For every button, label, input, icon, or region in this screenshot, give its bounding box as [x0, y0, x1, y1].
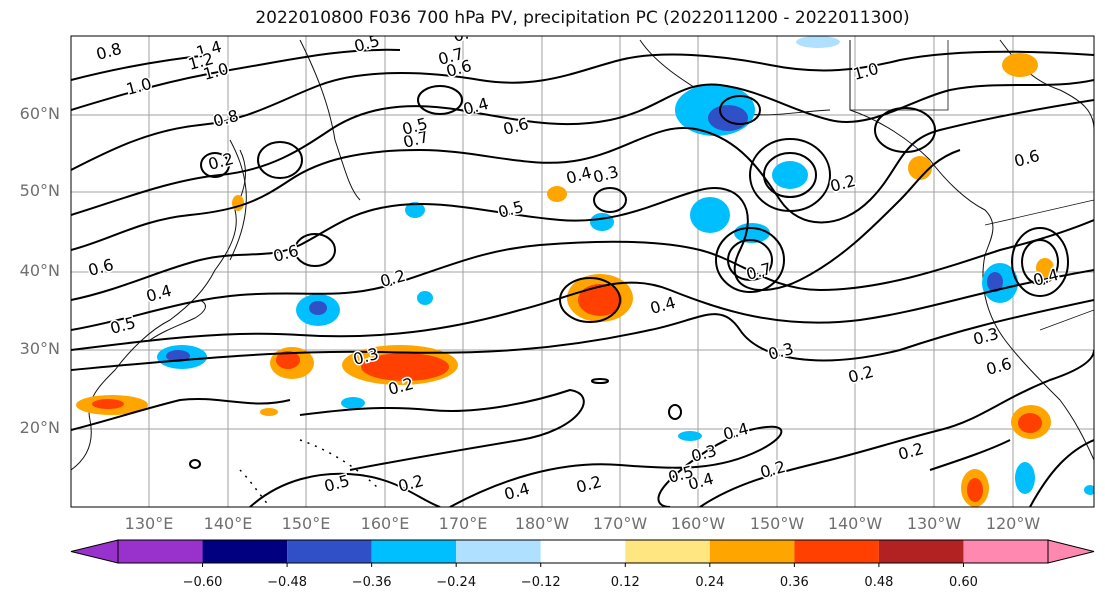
colorbar-swatch	[118, 540, 203, 563]
contour-label: 0.6	[1012, 146, 1042, 171]
contour-label: 0.6	[86, 255, 116, 280]
colorbar-tick-label: −0.60	[182, 575, 223, 590]
lon-label: 130°W	[906, 514, 962, 533]
contour-label: 0.6	[984, 354, 1014, 379]
map-content: 0.8 1.41.21.01.00.80.40.50.70.60.40.60.70…	[71, 21, 1094, 507]
lon-label: 130°E	[124, 514, 174, 533]
contour-label: 0.5	[352, 31, 382, 56]
contour-label: 1.0	[851, 59, 881, 84]
map-title: 2022010800 F036 700 hPa PV, precipitatio…	[255, 8, 910, 28]
colorbar-tick-label: 0.60	[948, 575, 978, 590]
colorbar-tick-label: −0.36	[351, 575, 392, 590]
lat-label: 20°N	[19, 418, 60, 437]
pv-contours	[71, 48, 1094, 507]
contour-labels: 0.8 1.41.21.01.00.80.40.50.70.60.40.60.70…	[85, 21, 1063, 505]
lon-label: 160°E	[360, 514, 410, 533]
colorbar-swatch	[878, 540, 964, 563]
lon-label: 160°W	[670, 514, 726, 533]
gridlines	[71, 36, 1094, 507]
colorbar-extend-max	[1047, 539, 1095, 564]
lon-label: 140°E	[203, 514, 253, 533]
political-borders	[850, 40, 1094, 331]
contour-label: 0.4	[451, 21, 481, 46]
contour-label: 0.4	[564, 163, 594, 188]
colorbar-extend-min	[70, 539, 119, 564]
lon-label: 180°W	[514, 514, 570, 533]
contour-label: 0.8	[211, 106, 241, 131]
colorbar	[70, 539, 1095, 567]
colorbar-swatch	[625, 540, 710, 563]
colorbar-swatch	[709, 540, 795, 563]
lat-label: 60°N	[19, 104, 60, 123]
lat-label: 30°N	[19, 339, 60, 358]
colorbar-swatch	[287, 540, 372, 563]
contour-label: 0.3	[766, 339, 796, 364]
contour-label: 0.2	[378, 266, 408, 291]
colorbar-tick-label: 0.12	[610, 575, 640, 590]
contour-label: 0.4	[648, 293, 678, 318]
lon-label: 150°W	[749, 514, 805, 533]
map-frame	[70, 35, 1095, 508]
colorbar-swatch	[456, 540, 541, 563]
contour-label: 0.3	[689, 441, 719, 466]
colorbar-swatch	[202, 540, 288, 563]
lon-label: 140°W	[827, 514, 883, 533]
contour-label: 0.2	[846, 362, 876, 387]
lon-label: 120°W	[985, 514, 1041, 533]
contour-label: 0.6	[271, 241, 301, 266]
lon-label: 170°E	[438, 514, 488, 533]
contour-label: 0.5	[496, 197, 526, 222]
contour-label: 0.2	[896, 439, 926, 464]
colorbar-outline	[117, 539, 1049, 564]
contour-label: 0.8	[94, 39, 124, 64]
colorbar-tick-label: −0.12	[520, 575, 561, 590]
lon-label: 170°W	[592, 514, 648, 533]
pv-contours-thin	[239, 439, 381, 507]
colorbar-swatch	[963, 540, 1048, 563]
colorbar-tick-label: 0.36	[779, 575, 809, 590]
contour-label: 0.3	[591, 162, 621, 187]
colorbar-tick-label: 0.48	[864, 575, 894, 590]
colorbar-swatch	[540, 540, 626, 563]
lat-label: 50°N	[19, 181, 60, 200]
contour-label: 0.4	[721, 419, 751, 444]
lat-label: 40°N	[19, 261, 60, 280]
colorbar-tick-label: 0.24	[695, 575, 725, 590]
contour-label: 0.2	[574, 472, 604, 497]
contour-label: 0.4	[1031, 265, 1061, 290]
colorbar-tick-label: −0.48	[267, 575, 307, 590]
colorbar-swatch	[371, 540, 457, 563]
contour-label: 0.5	[108, 313, 138, 338]
contour-label: 0.2	[396, 471, 426, 496]
colorbar-swatch	[794, 540, 879, 563]
contour-label: 0.4	[502, 479, 532, 504]
contour-label: 0.2	[758, 457, 788, 482]
lon-label: 150°E	[281, 514, 331, 533]
colorbar-tick-label: −0.24	[436, 575, 477, 590]
